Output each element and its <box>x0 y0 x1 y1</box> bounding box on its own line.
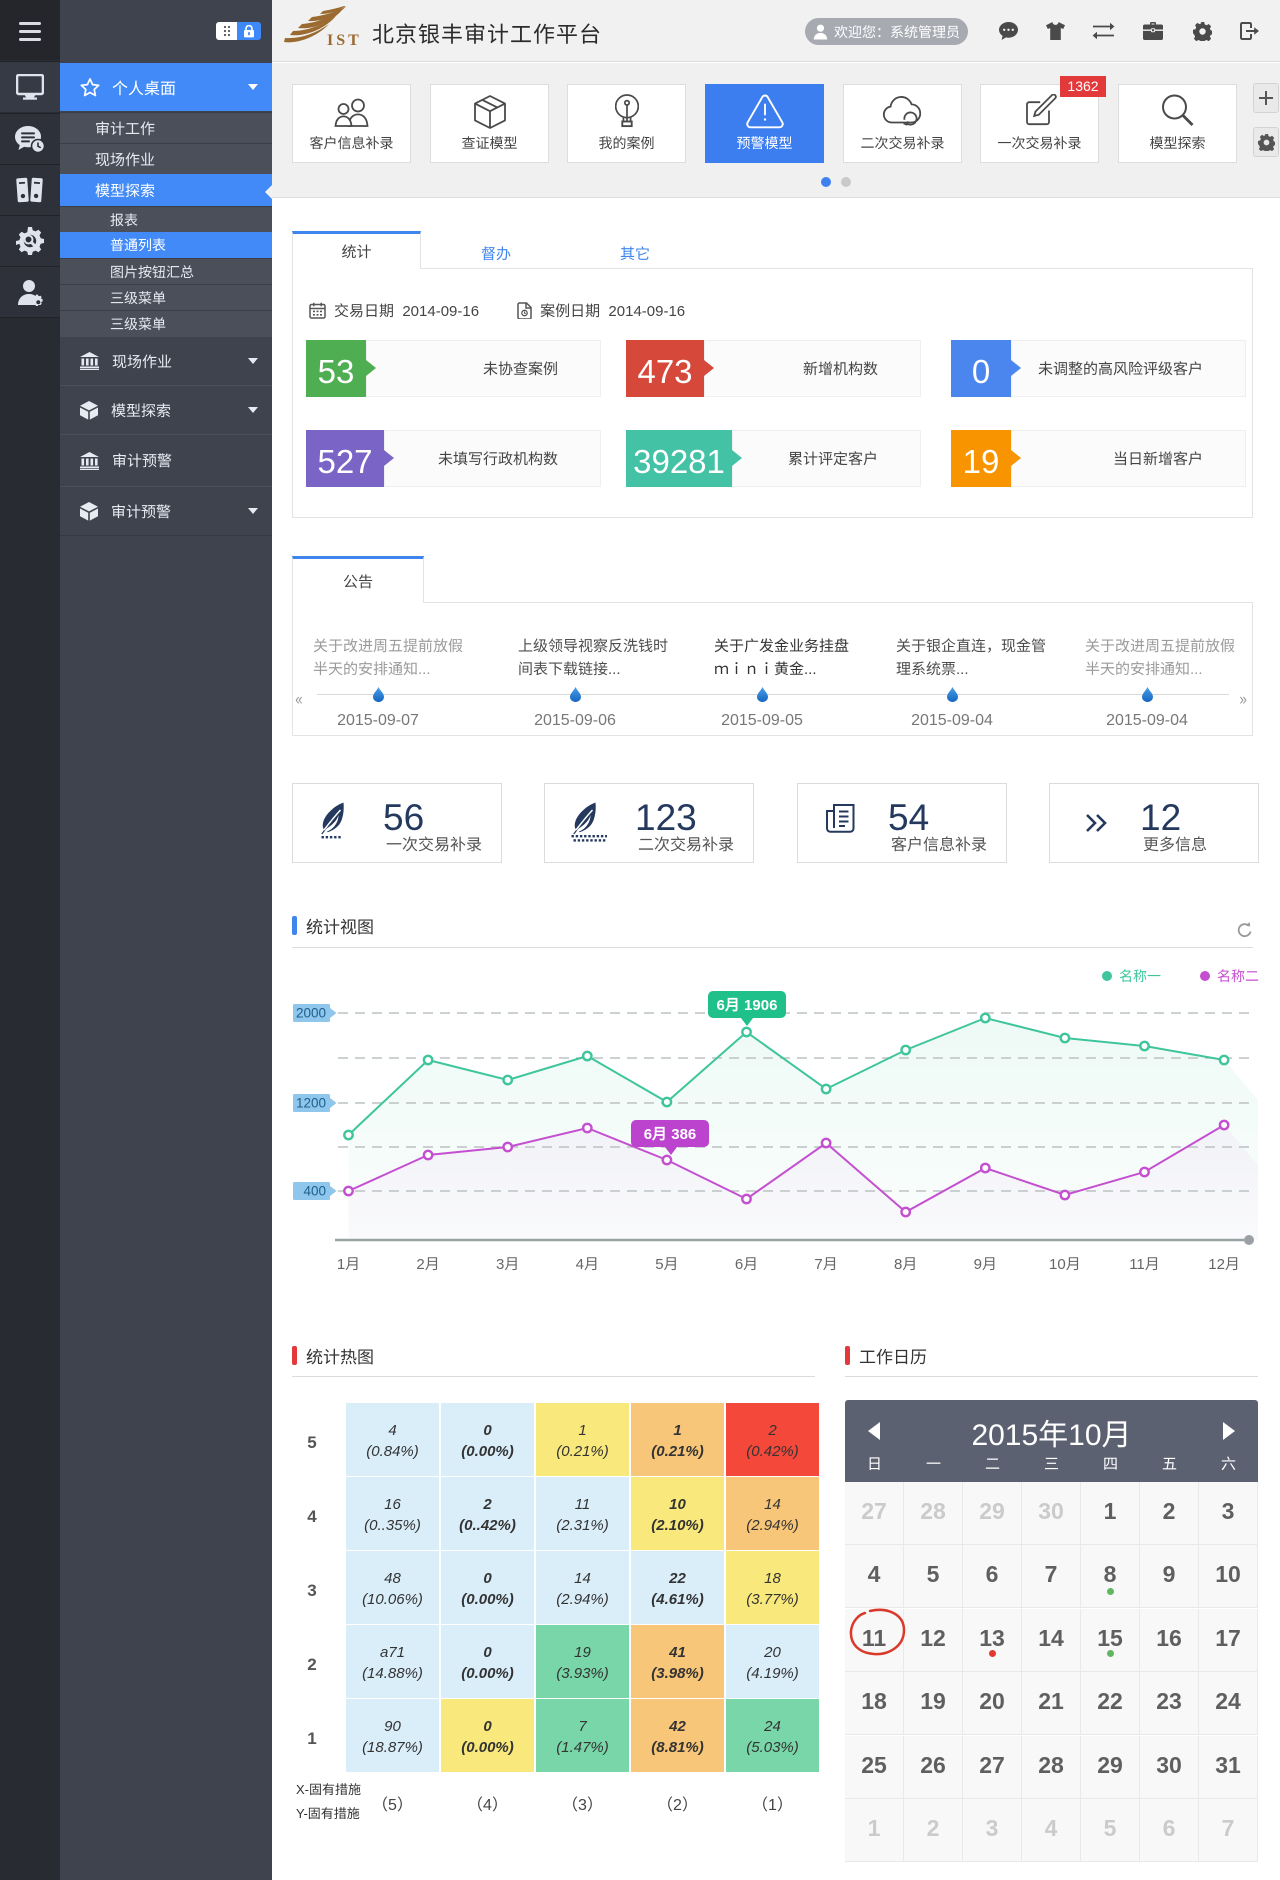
svg-text:6月 1906: 6月 1906 <box>717 994 778 1015</box>
svg-text:名称一: 名称一 <box>1119 966 1161 986</box>
svg-text:12月: 12月 <box>1208 1253 1240 1274</box>
svg-text:2月: 2月 <box>416 1253 439 1274</box>
svg-text:10月: 10月 <box>1049 1253 1081 1274</box>
svg-text:IST: IST <box>327 32 361 46</box>
svg-text:4月: 4月 <box>576 1253 599 1274</box>
svg-text:8月: 8月 <box>894 1253 917 1274</box>
svg-text:名称二: 名称二 <box>1217 966 1259 986</box>
svg-text:3月: 3月 <box>496 1253 519 1274</box>
svg-text:7月: 7月 <box>814 1253 837 1274</box>
svg-text:5月: 5月 <box>655 1253 678 1274</box>
svg-text:6月: 6月 <box>735 1253 758 1274</box>
svg-text:1月: 1月 <box>337 1253 360 1274</box>
svg-text:1200: 1200 <box>296 1092 326 1112</box>
svg-text:11月: 11月 <box>1129 1253 1160 1274</box>
svg-text:2000: 2000 <box>296 1002 326 1022</box>
svg-text:9月: 9月 <box>974 1253 997 1274</box>
svg-text:6月 386: 6月 386 <box>644 1123 697 1144</box>
svg-text:400: 400 <box>303 1180 326 1200</box>
